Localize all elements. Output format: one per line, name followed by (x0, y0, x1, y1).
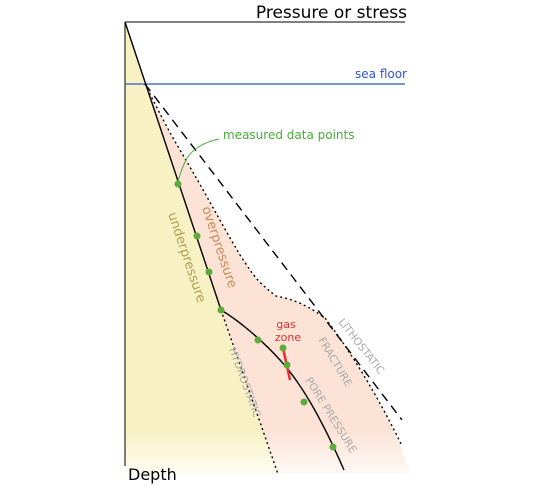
data-point (279, 344, 287, 352)
bottom-fade (120, 430, 430, 486)
title: Pressure or stress (256, 3, 407, 23)
data-point (174, 180, 182, 188)
data-point (205, 268, 213, 276)
gas-zone-label-line2: zone (275, 331, 301, 344)
underpressure-region (125, 22, 278, 474)
data-point (217, 306, 225, 314)
data-point (283, 361, 291, 369)
lithostatic-line (144, 83, 403, 421)
measured-leader-line (177, 138, 220, 182)
data-point (300, 398, 308, 406)
depth-label: Depth (128, 465, 177, 484)
overpressure-region (145, 84, 410, 474)
sea-floor-label: sea floor (355, 67, 407, 81)
measured-data-points (174, 180, 337, 451)
data-point (193, 232, 201, 240)
hydrostatic-line-extension (220, 309, 279, 475)
measured-label: measured data points (223, 128, 354, 142)
gas-zone-label-line1: gas (276, 318, 296, 331)
pore-pressure-curve (220, 309, 345, 471)
data-point (254, 336, 262, 344)
hydrostatic-line (124, 21, 222, 311)
data-point (329, 443, 337, 451)
